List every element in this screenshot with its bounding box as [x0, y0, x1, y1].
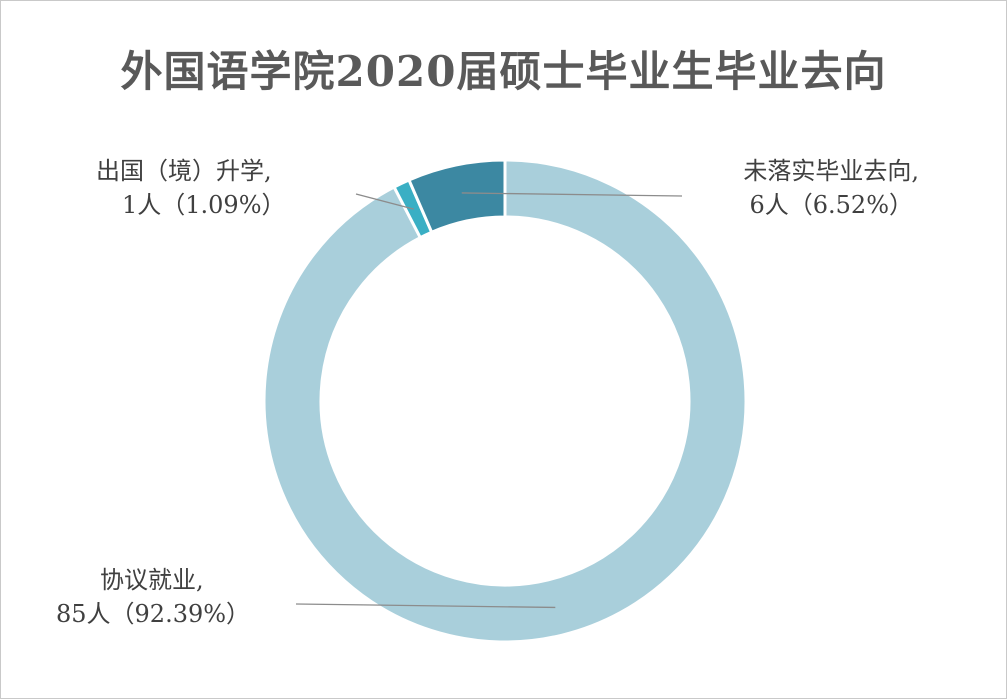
donut-slice-agreement-employment — [262, 158, 748, 644]
slice-label-name: 协议就业, — [100, 566, 204, 594]
slice-label-agreement-employment: 协议就业, 85人（92.39%） — [56, 563, 250, 631]
donut-slice-not-placed — [407, 158, 507, 235]
slice-label-not-placed: 未落实毕业去向, 6人（6.52%） — [743, 154, 919, 222]
leader-line — [355, 193, 414, 210]
slice-label-value: 6人（6.52%） — [749, 191, 913, 219]
slice-label-value: 85人（92.39%） — [56, 600, 251, 628]
slice-label-name: 出国（境）升学, — [96, 157, 272, 185]
slice-label-study-abroad: 出国（境）升学, 1人（1.09%） — [96, 154, 286, 222]
chart-title: 外国语学院2020届硕士毕业生毕业去向 — [120, 47, 887, 96]
leader-line — [295, 603, 556, 609]
slice-label-value: 1人（1.09%） — [122, 191, 286, 219]
slice-label-name: 未落实毕业去向, — [743, 157, 919, 185]
leader-line — [461, 192, 683, 197]
